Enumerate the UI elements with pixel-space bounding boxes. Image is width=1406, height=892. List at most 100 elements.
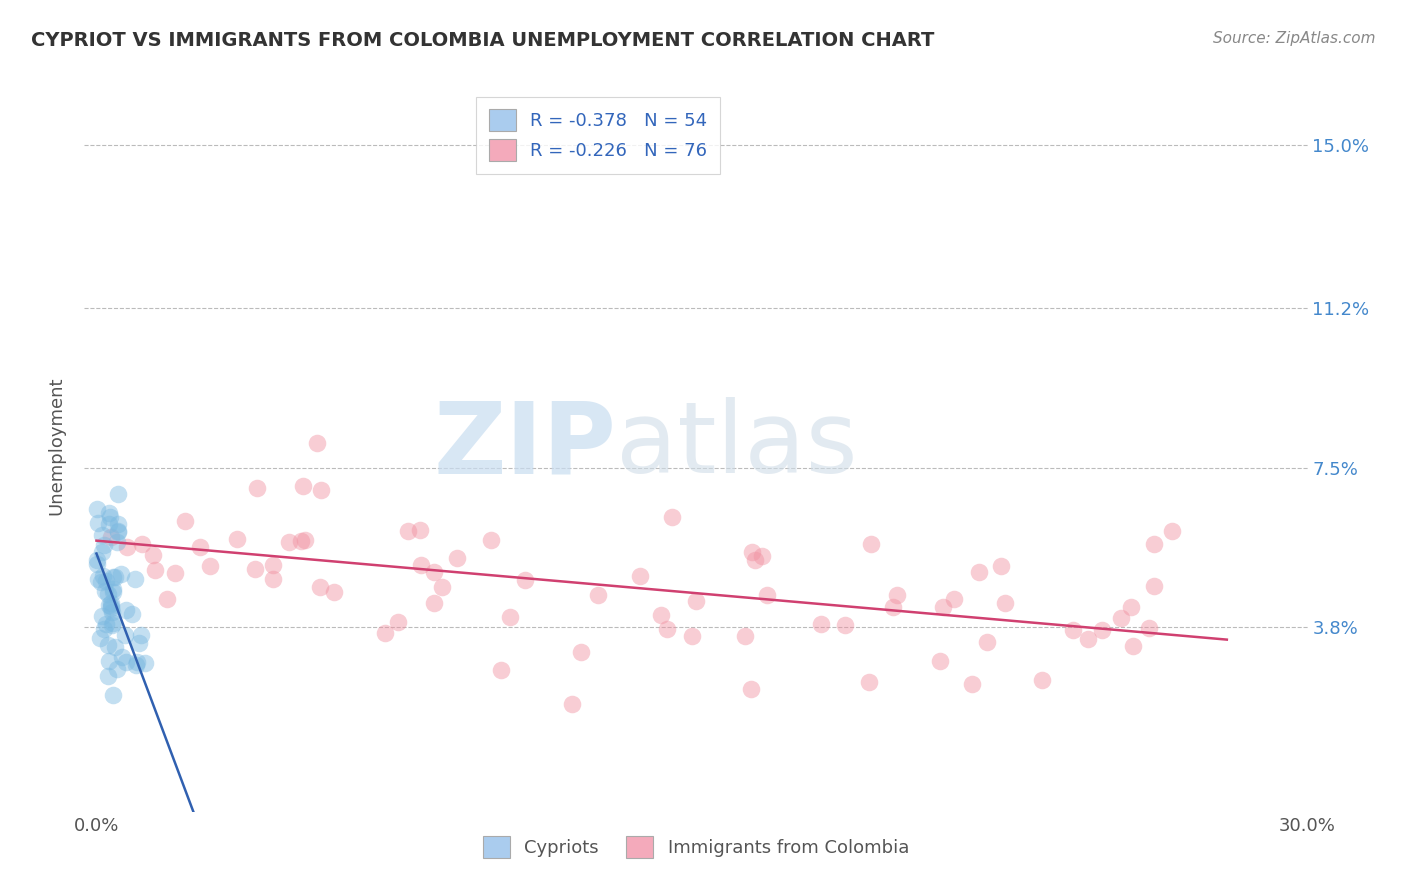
- Point: [98, 509, 121, 524]
- Point: [101, 585, 124, 599]
- Point: [859, 537, 882, 551]
- Text: Source: ZipAtlas.com: Source: ZipAtlas.com: [1212, 31, 1375, 46]
- Point: [115, 656, 138, 670]
- Point: [1137, 621, 1160, 635]
- Point: [87, 516, 110, 530]
- Point: [569, 645, 592, 659]
- Point: [479, 533, 502, 547]
- Point: [661, 510, 683, 524]
- Point: [1161, 524, 1184, 538]
- Point: [929, 654, 952, 668]
- Point: [291, 479, 314, 493]
- Point: [387, 615, 409, 630]
- Point: [93, 538, 115, 552]
- Point: [101, 606, 124, 620]
- Point: [100, 599, 122, 613]
- Point: [886, 588, 908, 602]
- Point: [1122, 639, 1144, 653]
- Point: [107, 525, 129, 540]
- Point: [994, 596, 1017, 610]
- Point: [98, 654, 121, 668]
- Point: [932, 599, 955, 614]
- Point: [430, 580, 453, 594]
- Point: [1062, 623, 1084, 637]
- Point: [976, 635, 998, 649]
- Point: [740, 681, 762, 696]
- Point: [114, 602, 136, 616]
- Point: [90, 608, 112, 623]
- Point: [101, 688, 124, 702]
- Point: [94, 574, 117, 588]
- Point: [882, 600, 904, 615]
- Point: [373, 625, 395, 640]
- Point: [305, 436, 328, 450]
- Y-axis label: Unemployment: Unemployment: [48, 376, 66, 516]
- Point: [990, 558, 1012, 573]
- Point: [128, 636, 150, 650]
- Point: [1142, 537, 1164, 551]
- Point: [107, 486, 129, 500]
- Point: [943, 591, 966, 606]
- Point: [513, 573, 536, 587]
- Point: [561, 697, 583, 711]
- Point: [408, 523, 430, 537]
- Point: [115, 540, 138, 554]
- Point: [156, 592, 179, 607]
- Point: [91, 527, 114, 541]
- Point: [685, 594, 707, 608]
- Point: [97, 598, 120, 612]
- Point: [751, 549, 773, 563]
- Point: [262, 558, 284, 572]
- Point: [91, 568, 114, 582]
- Point: [110, 566, 132, 581]
- Point: [114, 628, 136, 642]
- Point: [744, 553, 766, 567]
- Point: [101, 582, 124, 596]
- Point: [86, 557, 108, 571]
- Point: [734, 629, 756, 643]
- Point: [131, 628, 153, 642]
- Point: [423, 597, 446, 611]
- Point: [86, 553, 108, 567]
- Point: [105, 662, 128, 676]
- Point: [834, 617, 856, 632]
- Legend: Cypriots, Immigrants from Colombia: Cypriots, Immigrants from Colombia: [472, 825, 920, 869]
- Point: [246, 481, 269, 495]
- Point: [100, 530, 122, 544]
- Point: [101, 618, 124, 632]
- Point: [107, 516, 129, 531]
- Point: [446, 550, 468, 565]
- Point: [681, 629, 703, 643]
- Point: [131, 537, 153, 551]
- Point: [163, 566, 186, 580]
- Point: [97, 517, 120, 532]
- Point: [858, 674, 880, 689]
- Point: [100, 600, 122, 615]
- Point: [262, 572, 284, 586]
- Point: [309, 483, 332, 498]
- Point: [657, 622, 679, 636]
- Point: [1143, 579, 1166, 593]
- Point: [121, 607, 143, 621]
- Point: [962, 676, 984, 690]
- Text: ZIP: ZIP: [433, 398, 616, 494]
- Point: [409, 558, 432, 572]
- Point: [755, 588, 778, 602]
- Point: [105, 535, 128, 549]
- Point: [741, 545, 763, 559]
- Point: [125, 658, 148, 673]
- Point: [290, 534, 312, 549]
- Point: [87, 572, 110, 586]
- Point: [90, 574, 112, 589]
- Point: [97, 668, 120, 682]
- Point: [124, 572, 146, 586]
- Point: [101, 570, 124, 584]
- Point: [499, 609, 522, 624]
- Point: [104, 570, 127, 584]
- Point: [93, 583, 115, 598]
- Point: [100, 597, 122, 611]
- Point: [86, 501, 108, 516]
- Point: [98, 506, 121, 520]
- Point: [323, 585, 346, 599]
- Point: [89, 631, 111, 645]
